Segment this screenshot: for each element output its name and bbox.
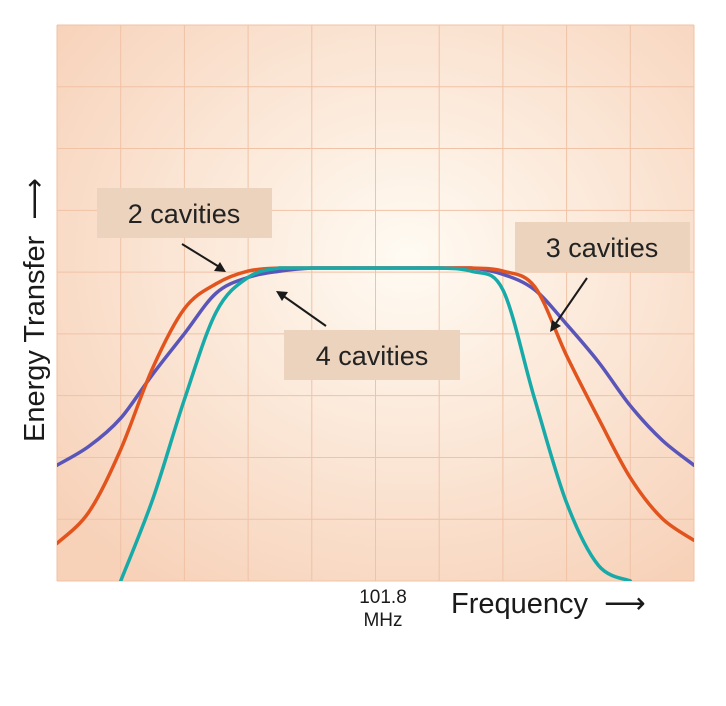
callout-box-4-cavities xyxy=(284,330,460,380)
pointer-2-cavities xyxy=(181,243,222,269)
arrowhead-3-cavities xyxy=(550,320,561,332)
pointer-4-cavities xyxy=(281,294,327,327)
series-line-4-cavities xyxy=(118,266,633,581)
callout-4-cavities: 4 cavities xyxy=(276,291,460,380)
y-axis-title-group: Energy Transfer ⟶ xyxy=(19,178,51,442)
callout-box-2-cavities xyxy=(97,188,272,238)
x-tick-unit: MHz xyxy=(363,610,402,631)
x-tick-value: 101.8 xyxy=(359,587,407,608)
callout-2-cavities: 2 cavities xyxy=(97,188,272,272)
y-axis-arrow: ⟶ xyxy=(19,178,51,220)
callout-label-3-cavities: 3 cavities xyxy=(546,233,659,263)
callout-box-3-cavities xyxy=(515,222,690,272)
callout-label-4-cavities: 4 cavities xyxy=(316,341,429,371)
svg-text:Frequency ⟶: Frequency ⟶ xyxy=(451,588,646,620)
series-curves xyxy=(57,266,694,581)
pointer-3-cavities xyxy=(553,277,588,327)
x-axis-title: Frequency xyxy=(451,588,589,620)
svg-text:Energy Transfer ⟶: Energy Transfer ⟶ xyxy=(19,178,51,442)
arrowhead-4-cavities xyxy=(276,291,288,301)
x-axis-arrow: ⟶ xyxy=(604,588,646,620)
y-axis-title: Energy Transfer xyxy=(19,235,51,442)
arrowhead-2-cavities xyxy=(214,262,226,272)
callout-label-2-cavities: 2 cavities xyxy=(128,199,241,229)
callout-3-cavities: 3 cavities xyxy=(515,222,690,332)
grid-lines xyxy=(56,24,695,582)
